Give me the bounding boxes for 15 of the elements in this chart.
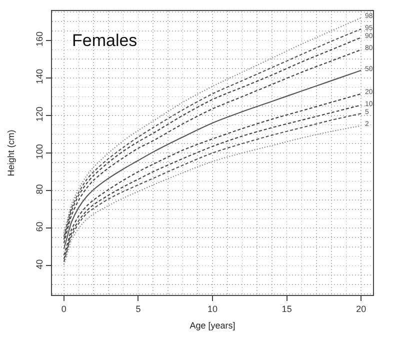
text: Females [72,31,138,50]
y-tick-label: 120 [34,106,44,122]
x-tick-label: 5 [136,304,141,314]
y-tick-label: 60 [34,222,44,232]
y-tick-label: 100 [34,144,44,160]
x-tick-label: 20 [356,304,366,314]
x-tick-label: 10 [207,304,218,314]
y-tick-label: 40 [34,259,44,270]
x-tick-label: 0 [61,304,66,314]
y-tick-label: 160 [34,31,44,46]
y-tick-label: 80 [34,184,44,194]
x-tick-label: 15 [282,304,292,314]
y-axis-title: Height (cm) [6,130,16,176]
x-axis-title: Age [years] [190,320,236,331]
y-tick-label: 140 [34,69,44,84]
